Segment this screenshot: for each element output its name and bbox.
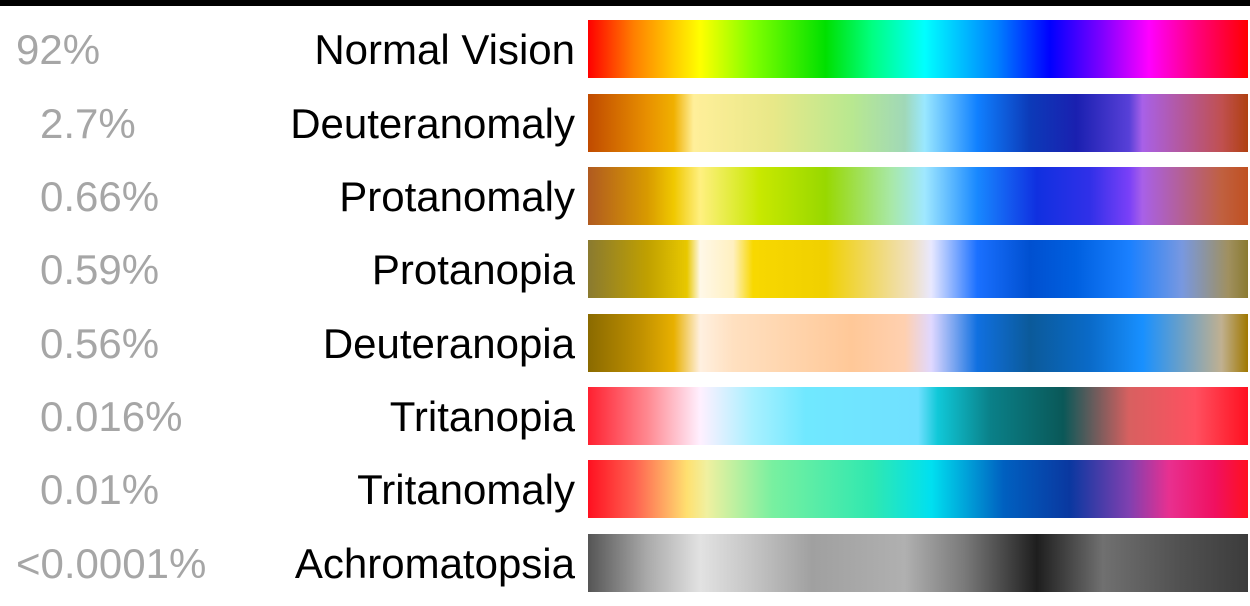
prevalence-label: 0.01%: [40, 466, 160, 513]
row-tritanomaly: 0.01% Tritanomaly: [0, 458, 1250, 531]
vision-type-label: Tritanomaly: [357, 466, 575, 513]
spectrum-bar: [588, 20, 1248, 78]
vision-type-label: Achromatopsia: [294, 540, 575, 587]
prevalence-label: 2.7%: [40, 100, 136, 147]
row-deuteranomaly: 2.7% Deuteranomaly: [0, 92, 1250, 165]
prevalence-label: 0.016%: [40, 393, 183, 440]
row-protanopia: 0.59% Protanopia: [0, 238, 1250, 311]
spectrum-bar: [588, 240, 1248, 298]
spectrum-bar: [588, 460, 1248, 518]
row-tritanopia: 0.016% Tritanopia: [0, 385, 1250, 458]
spectrum-bar: [588, 314, 1248, 372]
top-rule: [0, 0, 1250, 6]
spectrum-bar: [588, 534, 1248, 592]
row-achromatopsia: <0.0001% Achromatopsia: [0, 532, 1250, 605]
row-protanomaly: 0.66% Protanomaly: [0, 165, 1250, 238]
prevalence-label: 0.59%: [40, 246, 160, 293]
row-deuteranopia: 0.56% Deuteranopia: [0, 312, 1250, 385]
spectrum-bar: [588, 167, 1248, 225]
vision-type-label: Normal Vision: [314, 26, 575, 73]
vision-type-label: Deuteranomaly: [290, 100, 575, 147]
vision-type-label: Protanomaly: [339, 173, 575, 220]
prevalence-label: 92%: [16, 26, 101, 73]
prevalence-label: 0.56%: [40, 320, 160, 367]
vision-type-label: Protanopia: [371, 246, 575, 293]
prevalence-label: 0.66%: [40, 173, 160, 220]
spectrum-bar: [588, 94, 1248, 152]
row-normal-vision: 92% Normal Vision: [0, 18, 1250, 91]
prevalence-label: <0.0001%: [16, 540, 207, 587]
vision-type-label: Tritanopia: [389, 393, 575, 440]
vision-type-label: Deuteranopia: [322, 320, 575, 367]
spectrum-bar: [588, 387, 1248, 445]
